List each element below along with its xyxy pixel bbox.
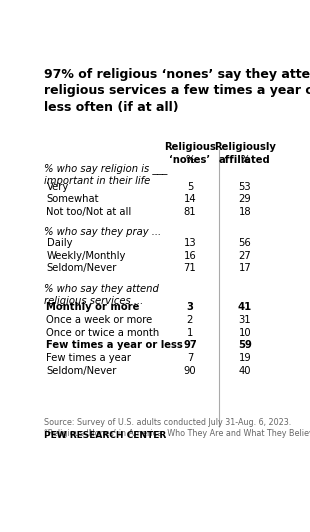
Text: Source: Survey of U.S. adults conducted July 31-Aug. 6, 2023.
“Religious ‘Nones’: Source: Survey of U.S. adults conducted … bbox=[44, 418, 310, 438]
Text: % who say religion is ___
important in their life: % who say religion is ___ important in t… bbox=[44, 163, 167, 186]
Text: 5: 5 bbox=[187, 181, 193, 192]
Text: 3: 3 bbox=[186, 302, 193, 312]
Text: 41: 41 bbox=[238, 302, 252, 312]
Text: 1: 1 bbox=[187, 328, 193, 338]
Text: Monthly or more: Monthly or more bbox=[46, 302, 140, 312]
Text: % who say they attend
religious services ...: % who say they attend religious services… bbox=[44, 284, 159, 306]
Text: Once a week or more: Once a week or more bbox=[46, 315, 153, 325]
Text: %: % bbox=[240, 155, 250, 165]
Text: 53: 53 bbox=[239, 181, 251, 192]
Text: 56: 56 bbox=[238, 238, 251, 248]
Text: Religiously
affiliated: Religiously affiliated bbox=[214, 143, 276, 165]
Text: 14: 14 bbox=[184, 194, 196, 204]
Text: 2: 2 bbox=[187, 315, 193, 325]
Text: 31: 31 bbox=[239, 315, 251, 325]
Text: 59: 59 bbox=[238, 340, 252, 350]
Text: 7: 7 bbox=[187, 353, 193, 363]
Text: Weekly/Monthly: Weekly/Monthly bbox=[46, 251, 126, 261]
Text: Not too/Not at all: Not too/Not at all bbox=[46, 207, 132, 217]
Text: %: % bbox=[185, 155, 195, 165]
Text: 18: 18 bbox=[239, 207, 251, 217]
Text: 29: 29 bbox=[238, 194, 251, 204]
Text: 13: 13 bbox=[184, 238, 196, 248]
Text: Few times a year or less: Few times a year or less bbox=[46, 340, 183, 350]
Text: 71: 71 bbox=[184, 263, 196, 273]
Text: 40: 40 bbox=[239, 365, 251, 376]
Text: PEW RESEARCH CENTER: PEW RESEARCH CENTER bbox=[44, 431, 166, 440]
Text: 81: 81 bbox=[184, 207, 196, 217]
Text: 10: 10 bbox=[239, 328, 251, 338]
Text: 16: 16 bbox=[184, 251, 196, 261]
Text: 27: 27 bbox=[238, 251, 251, 261]
Text: % who say they pray ...: % who say they pray ... bbox=[44, 228, 161, 237]
Text: Somewhat: Somewhat bbox=[46, 194, 99, 204]
Text: Very: Very bbox=[46, 181, 69, 192]
Text: 97: 97 bbox=[183, 340, 197, 350]
Text: Religious
‘nones’: Religious ‘nones’ bbox=[164, 143, 216, 165]
Text: 97% of religious ‘nones’ say they attend
religious services a few times a year o: 97% of religious ‘nones’ say they attend… bbox=[44, 68, 310, 114]
Text: Daily: Daily bbox=[46, 238, 72, 248]
Text: Few times a year: Few times a year bbox=[46, 353, 131, 363]
Text: Seldom/Never: Seldom/Never bbox=[46, 263, 117, 273]
Text: Once or twice a month: Once or twice a month bbox=[46, 328, 160, 338]
Text: 17: 17 bbox=[238, 263, 251, 273]
Text: 90: 90 bbox=[184, 365, 196, 376]
Text: Seldom/Never: Seldom/Never bbox=[46, 365, 117, 376]
Text: 19: 19 bbox=[238, 353, 251, 363]
